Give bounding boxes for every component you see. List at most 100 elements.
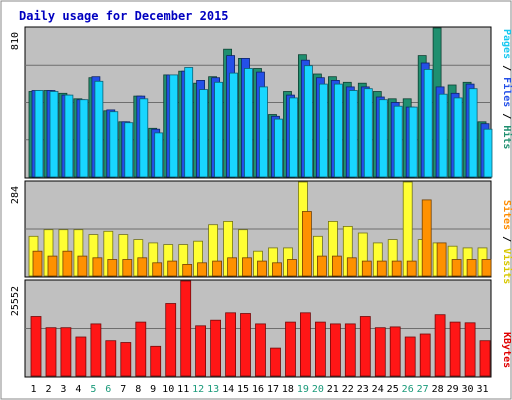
- sites-legend-label: Sites: [501, 200, 512, 230]
- kbytes-bar-kbytes-day-14: [225, 312, 237, 377]
- kbytes-bar-kbytes-day-31: [479, 340, 491, 377]
- x-tick-label-day-17: 17: [267, 384, 279, 395]
- visits-bar-sites-day-27: [421, 199, 432, 277]
- visits-bar-sites-day-7: [122, 259, 133, 277]
- hits-bar-pages-day-7: [124, 122, 134, 178]
- hits-bar-pages-day-6: [109, 111, 119, 178]
- kbytes-bar-kbytes-day-29: [449, 321, 461, 377]
- hits-bar-pages-day-4: [79, 99, 89, 178]
- legend-separator: /: [501, 107, 512, 125]
- visits-bar-sites-day-9: [152, 262, 163, 277]
- hits-bar-pages-day-1: [34, 90, 44, 178]
- kbytes-bars: [25, 280, 491, 377]
- hits-bar-pages-day-24: [378, 99, 388, 178]
- visits-bar-sites-day-4: [77, 255, 88, 277]
- hits-bar-pages-day-23: [363, 88, 373, 178]
- kbytes-bar-kbytes-day-4: [75, 336, 87, 377]
- hits-bar-pages-day-11: [184, 67, 194, 178]
- kbytes-bar-kbytes-day-16: [255, 323, 266, 377]
- x-tick-label-day-13: 13: [207, 384, 219, 395]
- x-tick-label-day-9: 9: [150, 384, 156, 395]
- hits-bar-pages-day-21: [333, 83, 343, 178]
- visits-bar-sites-day-30: [466, 259, 477, 277]
- x-tick-label-day-12: 12: [192, 384, 204, 395]
- visits-bar-sites-day-15: [242, 257, 252, 277]
- visits-bar-sites-day-24: [376, 260, 387, 277]
- visits-bar-sites-day-20: [316, 255, 327, 277]
- visits-bar-sites-day-28: [436, 242, 447, 277]
- hits-legend-label: Hits: [501, 125, 512, 149]
- x-tick-label-day-14: 14: [222, 384, 234, 395]
- x-tick-label-day-29: 29: [447, 384, 459, 395]
- x-axis-day-labels: 1 2 3 4 5 6 7 8 9 10 11 12 13 14 15 16 17 18 19 20 21 22 23 24 2…: [30, 384, 488, 395]
- kbytes-bar-kbytes-day-15: [240, 313, 251, 377]
- hits-bar-pages-day-16: [259, 86, 268, 178]
- hits-bar-pages-day-30: [468, 88, 478, 178]
- kbytes-bar-kbytes-day-19: [299, 312, 311, 377]
- x-tick-label-day-22: 22: [342, 384, 354, 395]
- x-tick-label-day-28: 28: [432, 384, 444, 395]
- visits-bar-sites-day-18: [287, 259, 297, 277]
- kbytes-bar-kbytes-day-11: [180, 280, 192, 377]
- x-tick-label-day-10: 10: [162, 384, 174, 395]
- hits-bar-pages-day-26: [408, 106, 418, 178]
- hits-bar-pages-day-17: [274, 118, 283, 178]
- hits-bar-pages-day-31: [483, 128, 493, 178]
- kbytes-bar-kbytes-day-12: [195, 325, 207, 377]
- hits-ymax-label: 810: [10, 32, 21, 50]
- hits-bar-pages-day-20: [318, 83, 328, 178]
- x-tick-label-day-7: 7: [120, 384, 126, 395]
- visits-bar-sites-day-1: [32, 250, 43, 277]
- hits-bar-pages-day-28: [438, 93, 448, 178]
- hits-bar-pages-day-9: [154, 132, 164, 178]
- visits-bar-sites-day-16: [257, 260, 267, 277]
- hits-bar-pages-day-19: [303, 65, 313, 178]
- visits-bar-sites-day-2: [47, 255, 58, 277]
- kbytes-panel: 25552 KBytes: [10, 279, 512, 378]
- kbytes-bar-kbytes-day-10: [165, 303, 177, 377]
- visits-panel: 284 Sites / Visits: [10, 180, 512, 284]
- kbytes-bar-kbytes-day-23: [359, 316, 371, 377]
- x-tick-label-day-20: 20: [312, 384, 324, 395]
- kbytes-bar-kbytes-day-9: [150, 345, 162, 377]
- kbytes-bar-kbytes-day-13: [210, 319, 222, 377]
- x-tick-label-day-3: 3: [60, 384, 66, 395]
- kbytes-bar-kbytes-day-24: [374, 327, 386, 377]
- visits-ymax-label: 284: [10, 186, 21, 204]
- x-tick-label-day-15: 15: [237, 384, 249, 395]
- x-tick-label-day-27: 27: [417, 384, 429, 395]
- x-tick-label-day-2: 2: [45, 384, 51, 395]
- visits-bar-sites-day-6: [107, 259, 118, 277]
- kbytes-bar-kbytes-day-28: [434, 314, 446, 377]
- x-tick-label-day-4: 4: [75, 384, 81, 395]
- legend-separator: /: [501, 230, 512, 248]
- visits-bar-sites-day-12: [197, 262, 208, 277]
- kbytes-bar-kbytes-day-6: [105, 340, 117, 377]
- x-tick-label-day-8: 8: [135, 384, 141, 395]
- x-tick-label-day-25: 25: [387, 384, 399, 395]
- visits-bar-sites-day-10: [167, 260, 178, 277]
- x-tick-label-day-1: 1: [30, 384, 36, 395]
- hits-bar-pages-day-12: [199, 89, 209, 178]
- visits-bar-sites-day-25: [391, 260, 402, 277]
- hits-bar-pages-day-3: [64, 94, 74, 178]
- x-tick-label-day-16: 16: [252, 384, 264, 395]
- kbytes-bar-kbytes-day-1: [30, 316, 42, 377]
- x-tick-label-day-11: 11: [177, 384, 189, 395]
- visits-bar-sites-day-14: [227, 257, 238, 277]
- x-tick-label-day-5: 5: [90, 384, 96, 395]
- visits-bar-sites-day-26: [406, 260, 417, 277]
- x-tick-label-day-18: 18: [282, 384, 294, 395]
- visits-right-labels: Sites / Visits: [501, 200, 512, 284]
- x-tick-label-day-30: 30: [461, 384, 473, 395]
- visits-bars: [25, 181, 492, 277]
- hits-bars: [25, 27, 493, 178]
- hits-bar-pages-day-14: [229, 72, 239, 178]
- visits-legend-label: Visits: [501, 248, 512, 284]
- kbytes-bar-kbytes-day-2: [45, 327, 57, 377]
- visits-bar-sites-day-8: [137, 257, 148, 277]
- kbytes-bar-kbytes-day-17: [270, 347, 281, 377]
- x-tick-label-day-6: 6: [105, 384, 111, 395]
